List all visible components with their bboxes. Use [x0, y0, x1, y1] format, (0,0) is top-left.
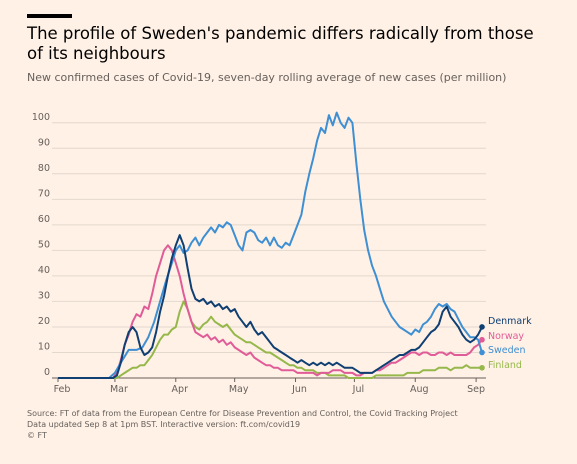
y-tick-label: 100	[32, 112, 50, 123]
x-tick-label: May	[229, 384, 249, 395]
series-line-denmark	[58, 234, 483, 379]
update-note: Data updated Sep 8 at 1pm BST. Interacti…	[27, 420, 301, 429]
grid	[52, 122, 486, 379]
series-end-dot-sweden	[479, 349, 485, 356]
series-end-dot-denmark	[479, 324, 485, 330]
y-tick-label: 30	[38, 290, 50, 301]
y-tick-label: 40	[38, 265, 50, 276]
series-label-norway: Norway	[488, 331, 524, 342]
ft-topbar	[27, 14, 72, 18]
x-tick-label: Aug	[410, 384, 429, 395]
x-tick-label: Jun	[291, 384, 307, 395]
y-tick-label: 90	[38, 137, 50, 148]
y-tick-label: 20	[38, 316, 50, 327]
y-tick-label: 50	[38, 239, 50, 250]
y-tick-label: 80	[38, 163, 50, 174]
series-label-sweden: Sweden	[488, 345, 526, 356]
series-line-norway	[58, 244, 483, 379]
y-tick-label: 70	[38, 188, 50, 199]
series-label-finland: Finland	[488, 360, 522, 371]
chart-footer: Source: FT of data from the European Cen…	[27, 408, 567, 441]
series-line-sweden	[58, 111, 483, 379]
x-tick-label: Sep	[467, 384, 485, 395]
x-axis-ticks: Feb Mar Apr May Jun Jul Aug Sep	[54, 378, 485, 395]
y-tick-label: 60	[38, 214, 50, 225]
chart-subtitle: New confirmed cases of Covid-19, seven-d…	[27, 71, 507, 84]
x-tick-label: Apr	[172, 384, 189, 395]
series-end-dot-norway	[479, 336, 485, 343]
x-tick-label: Mar	[110, 384, 128, 395]
series-lines	[58, 111, 483, 379]
chart-title: The profile of Sweden's pandemic differs…	[27, 24, 534, 63]
y-axis-ticks: 0 10 20 30 40 50 60 70 80 90 100	[32, 112, 50, 378]
y-tick-label: 0	[44, 367, 50, 378]
series-end-dot-finland	[479, 364, 485, 371]
series-label-denmark: Denmark	[488, 316, 532, 327]
series-labels: Sweden Denmark Norway Finland	[479, 316, 532, 371]
series-line-finland	[58, 300, 482, 379]
x-tick-label: Feb	[54, 384, 71, 395]
line-chart: 0 10 20 30 40 50 60 70 80 90 100 Feb Mar Apr May Jun Ju…	[32, 111, 532, 395]
copyright-note: © FT	[27, 431, 47, 440]
x-tick-label: Jul	[352, 384, 364, 395]
y-tick-label: 10	[38, 341, 50, 352]
source-note: Source: FT of data from the European Cen…	[27, 409, 458, 418]
